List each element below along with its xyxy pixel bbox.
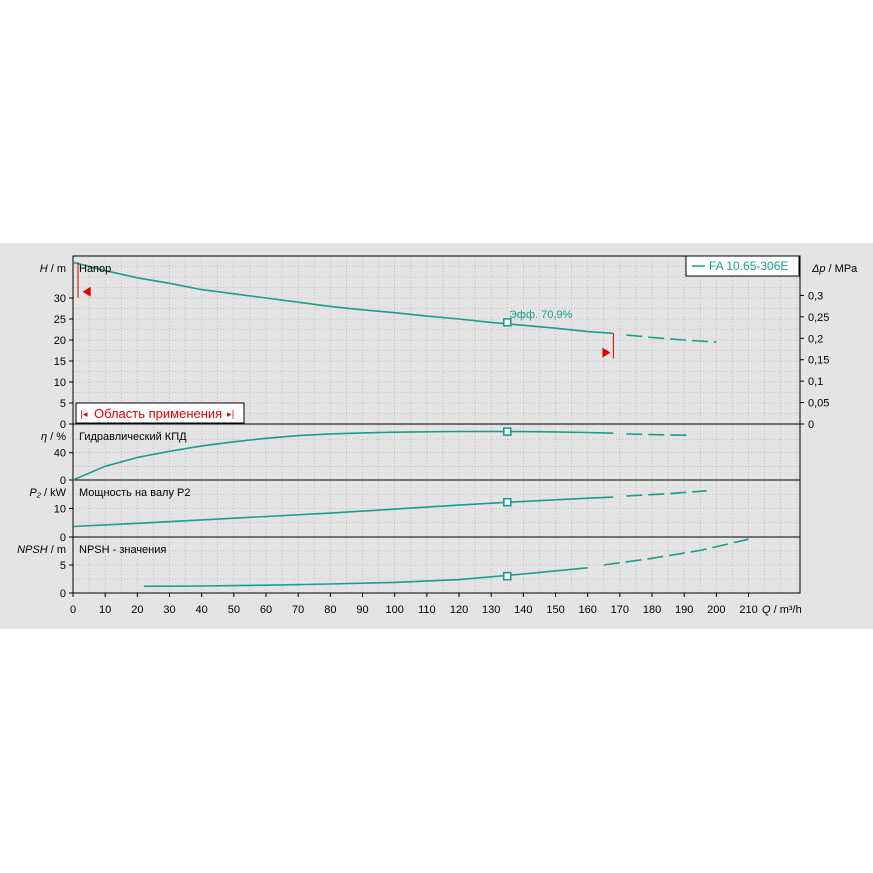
duty-point-marker (502, 318, 512, 327)
frame-layer (69, 255, 804, 597)
y-axis-label: η / % (41, 431, 66, 443)
range-right-arrow-icon: ▸| (227, 410, 235, 420)
y-axis-label: NPSH / m (17, 544, 66, 556)
x-tick-label: 100 (386, 604, 404, 616)
text-layer: 0 5 10 15 20 25 30 0 0,05 0,1 0,15 0,2 0,25 0,3 Δp / M… (17, 263, 858, 616)
x-tick-label: 130 (482, 604, 500, 616)
y2-tick-label: 0 (808, 419, 814, 431)
y-tick-label: 0 (60, 475, 66, 487)
x-tick-label: 90 (356, 604, 368, 616)
y-tick-label: 5 (60, 560, 66, 572)
x-tick-label: 170 (611, 604, 629, 616)
y2-tick-label: 0,25 (808, 312, 829, 324)
series-line-extrapolated (626, 334, 717, 343)
x-tick-label: 40 (196, 604, 208, 616)
legend-label: FA 10.65-306E (709, 259, 788, 273)
range-start-marker (82, 286, 91, 297)
series-line-extrapolated (603, 538, 749, 566)
x-tick-label: 200 (707, 604, 725, 616)
range-left-arrow-icon: |◂ (80, 410, 88, 420)
series-line (72, 430, 614, 481)
series-line (143, 567, 588, 588)
y2-tick-label: 0,15 (808, 355, 829, 367)
y-tick-label: 0 (60, 532, 66, 544)
y-tick-label: 5 (60, 398, 66, 410)
y-tick-label: 15 (54, 356, 66, 368)
y-tick-label: 20 (54, 335, 66, 347)
y2-tick-label: 0,05 (808, 398, 829, 410)
duty-point-marker (502, 497, 512, 507)
x-tick-label: 150 (546, 604, 564, 616)
chart-panel (0, 243, 873, 629)
x-tick-label: 20 (131, 604, 143, 616)
duty-point-marker (502, 427, 512, 436)
x-tick-label: 10 (99, 604, 111, 616)
x-tick-label: 50 (228, 604, 240, 616)
y2-tick-label: 0,2 (808, 333, 823, 345)
y-axis-label: H / m (40, 263, 66, 275)
x-axis-label: Q / m³/h (762, 604, 802, 616)
legend: FA 10.65-306E (685, 255, 800, 277)
range-end-marker (602, 347, 611, 358)
x-tick-label: 120 (450, 604, 468, 616)
x-tick-label: 0 (70, 604, 76, 616)
application-range-label: Область применения (94, 406, 222, 421)
x-tick-label: 30 (163, 604, 175, 616)
panel-title: Гидравлический КПД (79, 431, 187, 443)
duty-point-marker (502, 571, 512, 581)
efficiency-annotation: Эфф. 70,9% (509, 309, 573, 321)
y-tick-label: 10 (54, 377, 66, 389)
x-tick-label: 140 (514, 604, 532, 616)
curve-layer (72, 261, 749, 588)
panel-title: NPSH - значения (79, 544, 166, 556)
y-tick-label: 25 (54, 314, 66, 326)
series-line-extrapolated (626, 433, 691, 437)
series-line-extrapolated (626, 490, 707, 497)
x-tick-label: 70 (292, 604, 304, 616)
y-tick-label: 10 (54, 504, 66, 516)
x-tick-label: 190 (675, 604, 693, 616)
y-tick-label: 30 (54, 293, 66, 305)
y2-tick-label: 0,3 (808, 290, 823, 302)
application-range-box: |◂ Область применения ▸| (75, 402, 245, 424)
y2-axis-label: Δp / MPa (811, 263, 858, 275)
y-axis-label: P₂ / kW (29, 487, 66, 499)
series-line (72, 496, 614, 528)
y-tick-label: 40 (54, 448, 66, 460)
x-tick-label: 210 (739, 604, 757, 616)
x-tick-label: 160 (579, 604, 597, 616)
x-tick-label: 110 (418, 604, 436, 616)
x-tick-label: 80 (324, 604, 336, 616)
series-line (72, 261, 614, 335)
y-tick-label: 0 (60, 588, 66, 600)
panel-title: Напор (79, 263, 111, 275)
panel-title: Мощность на валу P2 (79, 487, 191, 499)
y2-tick-label: 0,1 (808, 376, 823, 388)
y-tick-label: 0 (60, 419, 66, 431)
x-tick-label: 60 (260, 604, 272, 616)
x-tick-label: 180 (643, 604, 661, 616)
